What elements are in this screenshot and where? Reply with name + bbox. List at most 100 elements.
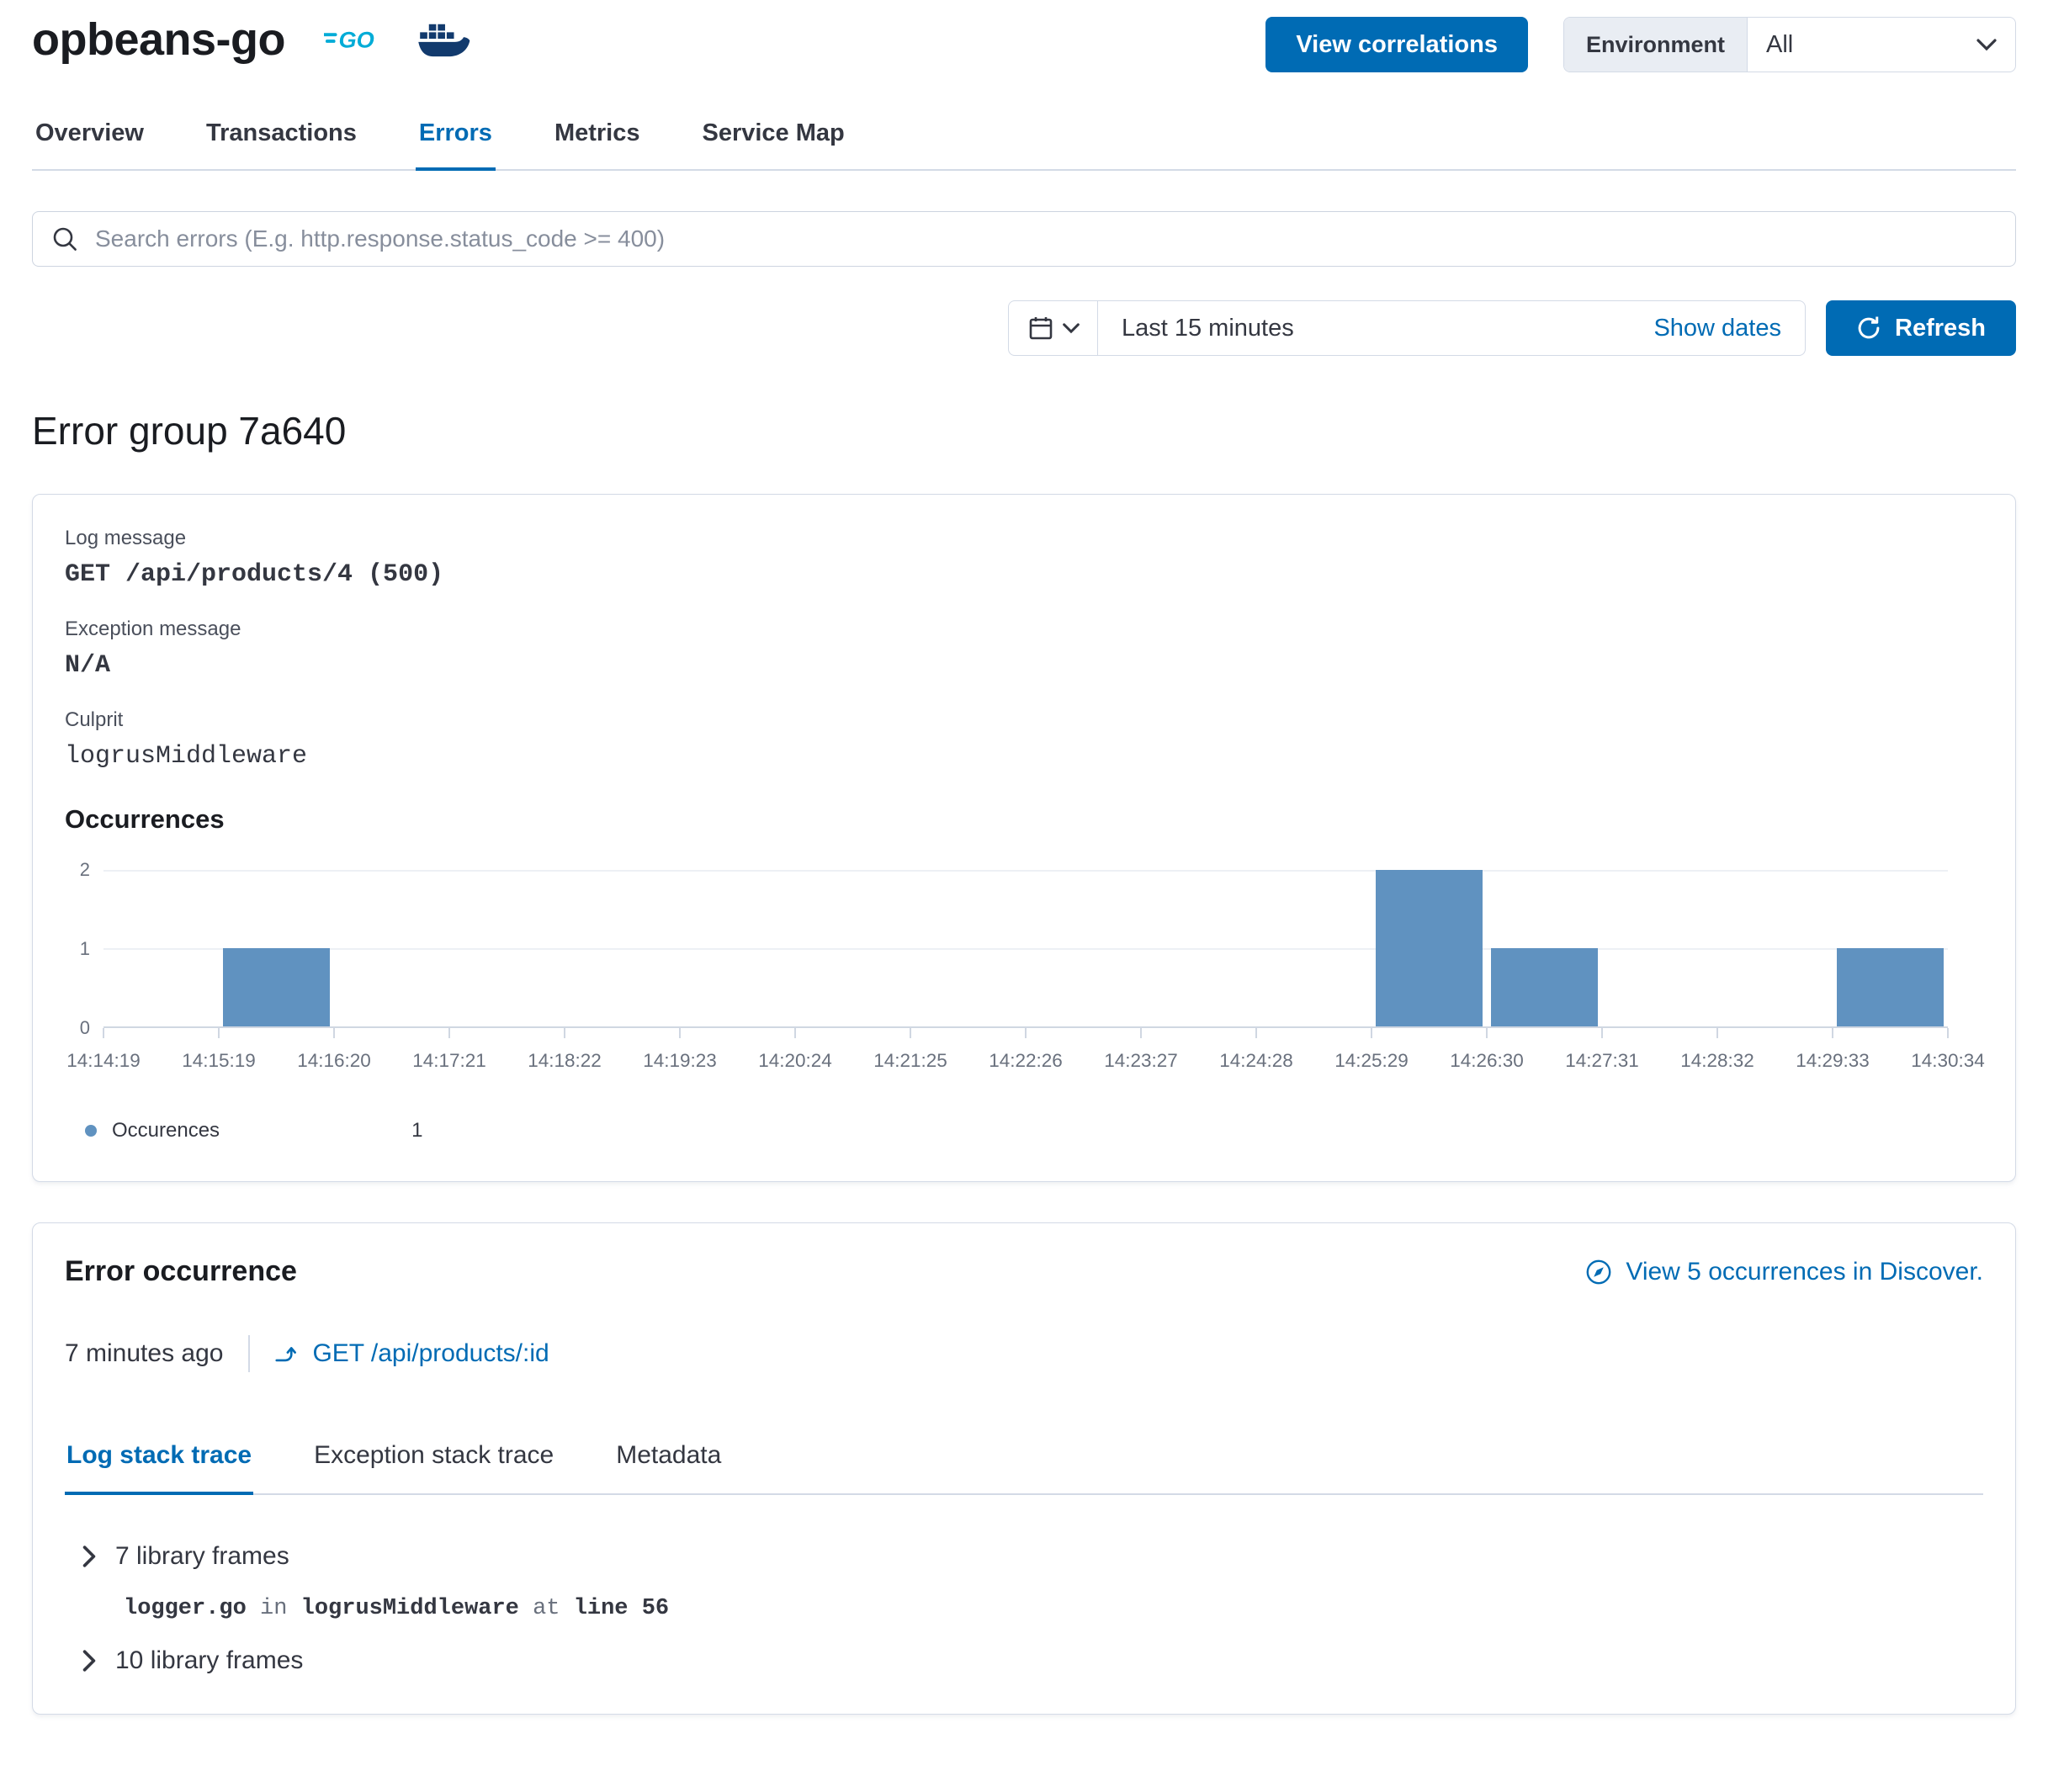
frame-at-word: at [533, 1596, 560, 1621]
chart-bucket [1026, 870, 1141, 1026]
gridline [103, 948, 1948, 950]
refresh-button[interactable]: Refresh [1826, 300, 2016, 356]
x-axis-tick [333, 1028, 335, 1038]
calendar-icon [1027, 315, 1054, 342]
tab-errors[interactable]: Errors [415, 119, 496, 171]
chevron-right-icon [82, 1545, 97, 1567]
y-axis-tick-label: 1 [79, 938, 90, 959]
exception-message-value: N/A [65, 651, 111, 680]
library-frames-toggle-top[interactable]: 7 library frames [82, 1542, 1983, 1571]
x-axis-tick [1371, 1028, 1372, 1038]
culprit-value: logrusMiddleware [65, 742, 308, 771]
chart-bucket [1602, 870, 1717, 1026]
log-message-field: Log message GET /api/products/4 (500) [65, 527, 1983, 589]
x-axis-tick [1255, 1028, 1257, 1038]
y-axis: 0 1 2 [65, 859, 103, 1038]
x-axis-tick-label: 14:14:19 [66, 1050, 141, 1071]
tab-overview[interactable]: Overview [35, 119, 144, 146]
x-axis-tick-label: 14:16:20 [297, 1050, 371, 1071]
transaction-link-label: GET /api/products/:id [312, 1339, 549, 1367]
transaction-icon [275, 1342, 299, 1365]
tab-log-stack-trace[interactable]: Log stack trace [65, 1441, 254, 1495]
chart-bucket [449, 870, 565, 1026]
time-picker-row: Last 15 minutes Show dates Refresh [32, 300, 2016, 356]
legend-label[interactable]: Occurences [112, 1119, 220, 1142]
occurrence-timestamp: 7 minutes ago [65, 1339, 224, 1367]
x-axis-tick-label: 14:18:22 [528, 1050, 602, 1071]
x-axis-tick-label: 14:29:33 [1796, 1050, 1870, 1071]
x-axis-tick-label: 14:19:23 [643, 1050, 717, 1071]
discover-compass-icon [1585, 1259, 1612, 1286]
exception-message-label: Exception message [65, 618, 241, 640]
view-correlations-button[interactable]: View correlations [1265, 17, 1528, 72]
stack-frames: 7 library frames logger.go in logrusMidd… [65, 1542, 1983, 1675]
x-axis-tick-label: 14:27:31 [1565, 1050, 1639, 1071]
frame-filename: logger.go [124, 1596, 247, 1621]
legend-dot-icon [85, 1125, 97, 1137]
frame-line-number: line 56 [573, 1596, 670, 1621]
show-dates-link[interactable]: Show dates [1653, 314, 1781, 342]
y-axis-tick-label: 2 [79, 859, 90, 880]
page-title: Error group 7a640 [32, 409, 347, 453]
calendar-dropdown-button[interactable] [1009, 301, 1098, 355]
discover-link[interactable]: View 5 occurrences in Discover. [1585, 1258, 1983, 1286]
docker-icon [418, 19, 470, 60]
chevron-down-icon [1062, 322, 1080, 334]
chart-legend: Occurences 1 [85, 1119, 1983, 1143]
x-axis-tick-label: 14:22:26 [989, 1050, 1063, 1071]
x-axis-tick-label: 14:20:24 [758, 1050, 832, 1071]
plot-column: 14:14:19 14:15:19 14:16:20 14:17:21 14:18:22… [66, 870, 1985, 1075]
time-range-label[interactable]: Last 15 minutes [1122, 314, 1294, 342]
time-range: Last 15 minutes Show dates [1098, 301, 1805, 355]
x-axis-tick [1601, 1028, 1603, 1038]
x-axis: 14:14:19 14:15:19 14:16:20 14:17:21 14:18:22… [66, 1050, 1985, 1075]
apm-error-page: opbeans-go GO [32, 14, 2016, 1715]
library-frames-bottom-label: 10 library frames [115, 1646, 304, 1674]
environment-select[interactable]: Environment All [1563, 17, 2016, 72]
chart-bucket [1256, 870, 1372, 1026]
chart-bucket [1717, 870, 1833, 1026]
error-group-card: Log message GET /api/products/4 (500) Ex… [32, 494, 2016, 1182]
tab-service-map[interactable]: Service Map [702, 119, 845, 146]
occurrence-bar [1490, 948, 1599, 1026]
x-axis-tick [218, 1028, 220, 1038]
chevron-down-icon [1976, 38, 1997, 51]
service-name: opbeans-go [32, 14, 286, 65]
error-occurrence-title: Error occurrence [65, 1255, 297, 1287]
x-axis-tick-label: 14:28:32 [1680, 1050, 1754, 1071]
refresh-label: Refresh [1895, 314, 1986, 342]
search-bar [32, 211, 2016, 267]
x-axis-tick-label: 14:15:19 [182, 1050, 256, 1071]
culprit-field: Culprit logrusMiddleware [65, 708, 1983, 771]
chart-bucket [795, 870, 910, 1026]
gridline [103, 870, 1948, 872]
discover-link-label: View 5 occurrences in Discover. [1626, 1257, 1983, 1286]
occurrence-bar [222, 948, 331, 1026]
stack-frame-row[interactable]: logger.go in logrusMiddleware at line 56 [124, 1596, 1983, 1621]
x-axis-tick [1140, 1028, 1142, 1038]
chart-bucket [565, 870, 680, 1026]
plot-area [103, 870, 1949, 1038]
tab-transactions[interactable]: Transactions [205, 119, 357, 146]
tab-exception-stack-trace[interactable]: Exception stack trace [314, 1441, 554, 1469]
vertical-divider [248, 1335, 251, 1372]
error-occurrence-card: Error occurrence View 5 occurrences in D… [32, 1222, 2016, 1715]
environment-value[interactable]: All [1748, 18, 2015, 72]
transaction-link[interactable]: GET /api/products/:id [275, 1339, 549, 1368]
tab-metrics[interactable]: Metrics [554, 119, 640, 146]
environment-prepend-label: Environment [1563, 18, 1748, 72]
chart-bucket [1833, 870, 1948, 1026]
tab-metadata[interactable]: Metadata [616, 1441, 722, 1469]
exception-message-field: Exception message N/A [65, 618, 1983, 680]
x-axis-tick-label: 14:26:30 [1450, 1050, 1524, 1071]
x-axis-tick [1947, 1028, 1949, 1038]
search-input[interactable] [93, 225, 1997, 253]
x-axis-tick-label: 14:23:27 [1104, 1050, 1178, 1071]
legend-value: 1 [411, 1119, 423, 1142]
svg-text:GO: GO [338, 27, 374, 53]
occurrence-bar [1375, 870, 1483, 1026]
x-axis-tick [103, 1028, 104, 1038]
go-agent-icon: GO [324, 23, 379, 56]
library-frames-toggle-bottom[interactable]: 10 library frames [82, 1646, 1983, 1675]
occurrence-bar [1836, 948, 1945, 1026]
